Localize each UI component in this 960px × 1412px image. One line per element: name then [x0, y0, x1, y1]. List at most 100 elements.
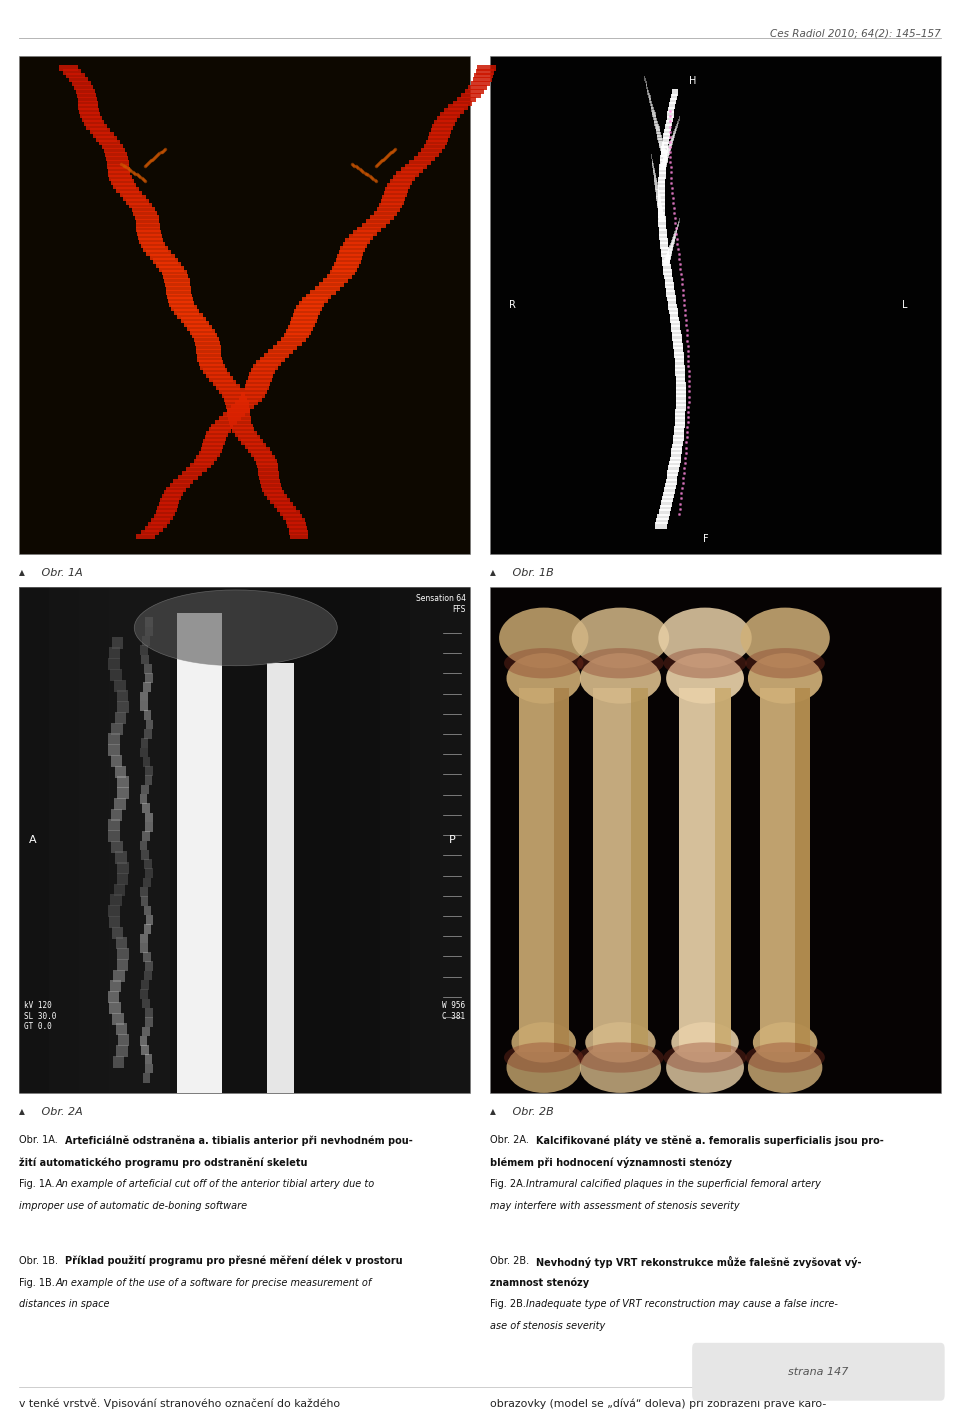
Bar — [141, 785, 149, 795]
Bar — [662, 264, 671, 271]
Bar — [19, 56, 470, 554]
Bar — [379, 203, 402, 209]
Bar — [60, 65, 78, 71]
Bar — [72, 80, 91, 86]
Bar — [115, 851, 127, 864]
Bar — [238, 435, 260, 441]
Bar — [106, 151, 127, 157]
Ellipse shape — [580, 654, 661, 703]
Bar — [674, 233, 676, 237]
Bar — [146, 720, 154, 730]
Bar — [673, 435, 684, 441]
Bar — [145, 617, 153, 627]
Bar — [653, 164, 654, 168]
Bar — [119, 191, 142, 196]
Bar — [658, 136, 662, 140]
Bar — [343, 243, 368, 249]
Bar — [235, 432, 256, 436]
Bar — [145, 1017, 153, 1027]
Bar — [658, 189, 665, 196]
Bar — [274, 503, 293, 508]
Bar — [145, 525, 163, 531]
Bar — [675, 232, 677, 236]
Bar — [675, 412, 685, 419]
Bar — [336, 258, 361, 264]
Bar — [671, 448, 682, 455]
Bar — [280, 337, 305, 343]
Bar — [670, 140, 673, 144]
Bar — [659, 510, 670, 515]
Bar — [432, 124, 452, 130]
Bar — [116, 1024, 128, 1035]
Bar — [654, 178, 657, 182]
Bar — [227, 404, 250, 409]
Ellipse shape — [507, 654, 581, 703]
Bar — [174, 479, 194, 484]
Bar — [647, 88, 648, 92]
Bar — [677, 123, 678, 127]
Bar — [660, 160, 666, 165]
Bar — [174, 309, 200, 315]
Bar — [171, 305, 197, 311]
Bar — [146, 915, 154, 925]
Bar — [107, 160, 129, 165]
Ellipse shape — [745, 1042, 825, 1073]
Bar — [109, 980, 121, 993]
Bar — [655, 182, 658, 188]
Bar — [669, 462, 680, 467]
Bar — [250, 373, 274, 378]
Bar — [110, 894, 122, 907]
Bar — [660, 243, 668, 249]
Bar — [113, 184, 136, 189]
Bar — [271, 498, 290, 504]
Bar — [199, 450, 220, 456]
Bar — [79, 109, 99, 114]
Bar — [206, 432, 228, 436]
Bar — [665, 124, 671, 131]
Bar — [672, 237, 675, 241]
Bar — [672, 89, 678, 96]
Bar — [108, 658, 120, 671]
Bar — [441, 113, 460, 117]
Text: improper use of automatic de-boning software: improper use of automatic de-boning soft… — [19, 1200, 248, 1211]
Bar — [674, 130, 676, 134]
Bar — [373, 210, 397, 216]
Bar — [679, 689, 731, 1052]
Bar — [144, 664, 152, 674]
Text: Obr. 2A: Obr. 2A — [38, 1107, 84, 1117]
Bar — [657, 193, 660, 199]
Bar — [284, 333, 309, 339]
Bar — [664, 155, 668, 160]
Bar — [145, 868, 153, 878]
Bar — [677, 223, 678, 229]
Text: Obr. 1A.: Obr. 1A. — [19, 1135, 61, 1145]
Bar — [219, 388, 243, 394]
Bar — [676, 408, 685, 415]
Bar — [114, 679, 126, 692]
Bar — [410, 587, 441, 1093]
Bar — [77, 93, 96, 99]
Bar — [126, 199, 150, 205]
Bar — [658, 199, 665, 205]
Bar — [251, 369, 276, 374]
Bar — [117, 690, 129, 702]
Text: W 956
C 381: W 956 C 381 — [443, 1001, 466, 1021]
Bar — [664, 128, 670, 136]
Bar — [143, 1073, 151, 1083]
Bar — [665, 479, 677, 484]
Bar — [632, 689, 647, 1052]
Bar — [654, 172, 656, 178]
Bar — [661, 145, 668, 152]
Bar — [209, 376, 233, 381]
Ellipse shape — [663, 648, 747, 678]
Bar — [140, 990, 148, 1000]
Bar — [144, 905, 152, 915]
Bar — [140, 738, 148, 748]
Bar — [667, 470, 679, 476]
Bar — [657, 196, 660, 202]
Bar — [219, 415, 241, 421]
Ellipse shape — [580, 1042, 661, 1093]
Ellipse shape — [745, 648, 825, 678]
Bar — [257, 463, 277, 469]
Bar — [659, 210, 663, 216]
